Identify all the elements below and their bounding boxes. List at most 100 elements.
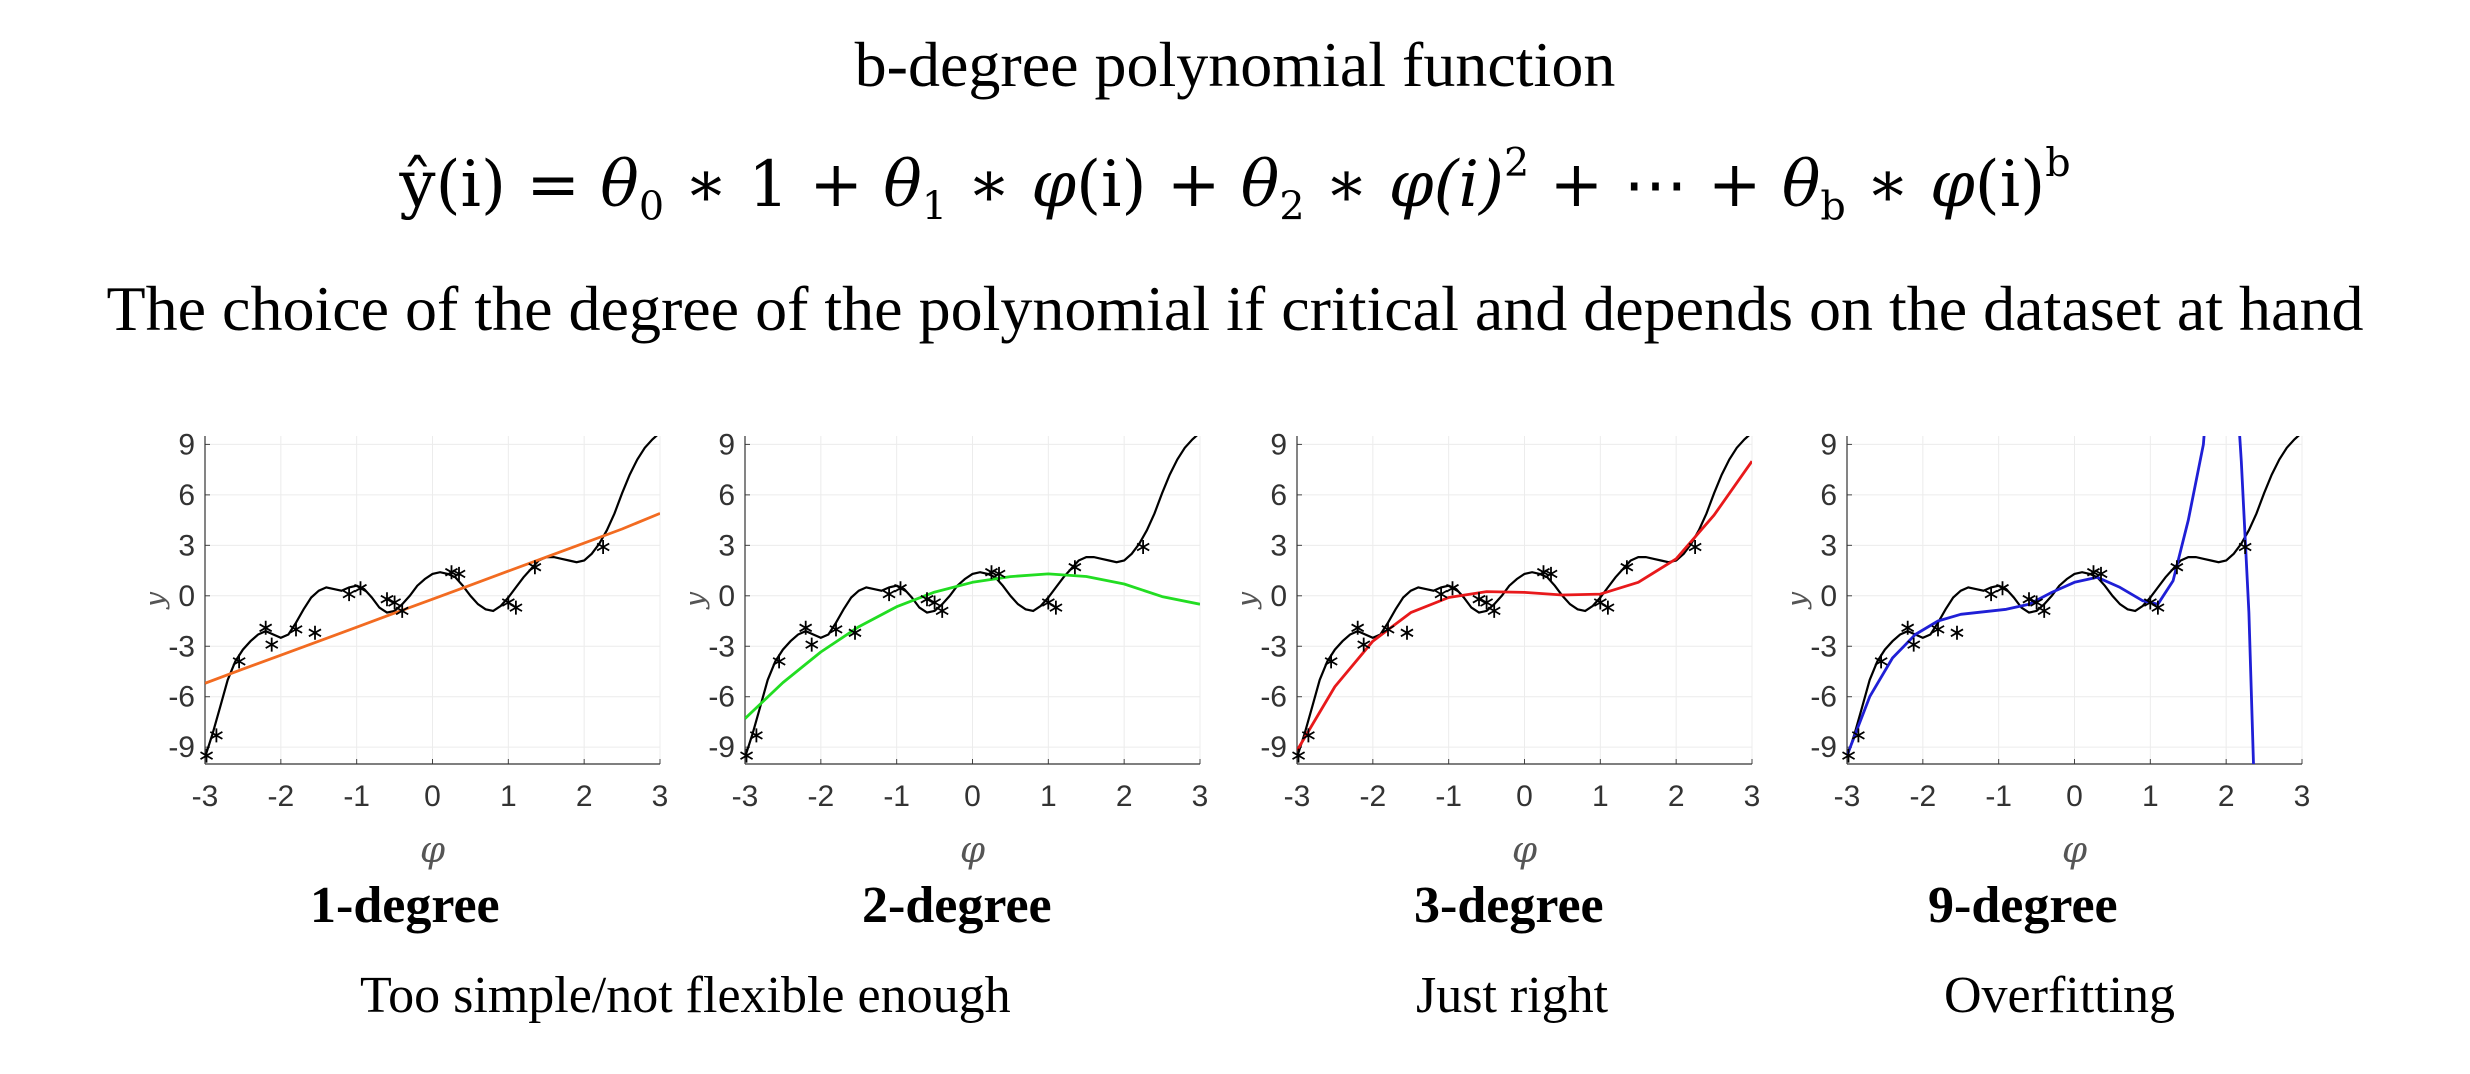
x-tick-label: 1 (1592, 780, 1609, 813)
x-tick-label: 1 (2142, 780, 2159, 813)
caption-2-degree: 2-degree (862, 877, 1052, 934)
x-tick-label: -1 (343, 780, 370, 813)
sample-point (380, 592, 394, 607)
sample-point (1907, 637, 1921, 652)
true-function-line (745, 436, 1198, 758)
formula-op: + (788, 147, 884, 222)
x-tick-label: -1 (1435, 780, 1462, 813)
sample-point (928, 595, 942, 610)
sample-point (509, 600, 523, 615)
formula-arg: (i) (1076, 147, 1147, 222)
sample-point (935, 603, 949, 618)
sample-point (1536, 565, 1550, 580)
formula-op: + (1687, 147, 1782, 222)
formula-op: + (1146, 147, 1241, 222)
sample-point (1381, 622, 1395, 637)
sample-point (1445, 581, 1459, 596)
x-tick-label: 2 (1116, 780, 1133, 813)
sample-point (2022, 592, 2036, 607)
verdict-overfitting: Overfitting (1944, 967, 2176, 1024)
sample-point (1842, 748, 1856, 763)
sample-point (2086, 565, 2100, 580)
fitted-polynomial-line (205, 512, 660, 685)
y-tick-label: 9 (1270, 428, 1287, 461)
y-tick-label: -3 (168, 630, 195, 663)
y-tick-label: -9 (168, 731, 195, 764)
y-tick-label: 0 (718, 580, 735, 613)
sample-point (1851, 728, 1865, 743)
sample-point (984, 565, 998, 580)
sample-point (1544, 566, 1558, 581)
sample-point (1480, 595, 1494, 610)
y-tick-label: 9 (1820, 428, 1837, 461)
x-tick-label: -3 (1284, 780, 1311, 813)
sample-point (444, 565, 458, 580)
x-tick-label: -3 (192, 780, 219, 813)
formula-sub-2: 2 (1279, 183, 1305, 230)
sample-point (265, 637, 279, 652)
sample-point (2037, 603, 2051, 618)
sample-point (1472, 592, 1486, 607)
formula-arg: (i) (1433, 147, 1504, 222)
x-axis-label: φ (1512, 830, 1538, 871)
sample-point (882, 587, 896, 602)
formula-theta-2: θ (1240, 147, 1280, 222)
sample-point (1950, 625, 1964, 640)
y-tick-label: -3 (1810, 630, 1837, 663)
sample-point (1688, 540, 1702, 554)
sample-point (1068, 560, 1082, 575)
formula-theta-0: θ (600, 147, 639, 222)
x-axis-label: φ (960, 830, 986, 871)
formula-op: ∗ (947, 147, 1032, 222)
x-tick-label: 1 (1040, 780, 1057, 813)
sample-point (388, 595, 402, 610)
formula-one: 1 (748, 147, 789, 222)
polynomial-formula: ŷ(i) = θ0 ∗ 1 + θ1 ∗ φ(i) + θ2 ∗ φ(i)2 +… (0, 140, 2470, 230)
formula-lhs: ŷ(i) = (399, 147, 601, 222)
formula-op: ∗ (1304, 147, 1389, 222)
formula-arg: (i) (1974, 147, 2046, 222)
x-tick-label: -1 (883, 780, 910, 813)
sample-point (452, 566, 466, 581)
formula-op: ∗ (1845, 147, 1930, 222)
sample-point (1049, 600, 1063, 615)
x-tick-label: 2 (576, 780, 593, 813)
y-axis-label: y (690, 590, 711, 610)
y-tick-label: -3 (1260, 630, 1287, 663)
fitted-polynomial-line (1847, 436, 2255, 764)
sample-point (1931, 622, 1945, 637)
sample-point (1901, 620, 1915, 635)
caption-9-degree: 9-degree (1928, 877, 2118, 934)
x-tick-label: -3 (732, 780, 759, 813)
plot-1-degree: -3 -2 -1 0 1 2 3 -9 -6 -3 0 3 6 9 φ y (136, 412, 680, 877)
x-tick-label: 1 (500, 780, 517, 813)
formula-theta-b: θ (1781, 147, 1821, 222)
y-axis-label: y (1242, 590, 1263, 610)
sample-point (200, 748, 214, 763)
sample-point (2030, 595, 2044, 610)
sample-point (596, 540, 610, 554)
sample-point (1351, 620, 1365, 635)
chart-svg: -3 -2 -1 0 1 2 3 -9 -6 -3 0 3 6 9 φ y (1228, 428, 1761, 871)
formula-op: + (1529, 147, 1624, 222)
sample-point (353, 581, 367, 596)
sample-point (1136, 540, 1150, 554)
x-tick-label: 0 (1516, 780, 1533, 813)
x-tick-label: 0 (964, 780, 981, 813)
sample-point (1434, 587, 1448, 602)
sample-point (1324, 654, 1338, 669)
plot-9-degree: -3 -2 -1 0 1 2 3 -9 -6 -3 0 3 6 9 φ y (1778, 412, 2322, 877)
sample-point (893, 581, 907, 596)
y-tick-label: -9 (1260, 731, 1287, 764)
x-tick-label: 0 (424, 780, 441, 813)
page-subtitle: The choice of the degree of the polynomi… (106, 273, 2364, 344)
x-tick-label: 3 (1744, 780, 1761, 813)
y-tick-label: 3 (718, 529, 735, 562)
sample-point (805, 637, 819, 652)
x-axis-label: φ (2062, 830, 2088, 871)
formula-phi: φ (1031, 147, 1077, 222)
sample-point (740, 748, 754, 763)
y-tick-label: 0 (1820, 580, 1837, 613)
true-function-line (1847, 436, 2300, 758)
y-tick-label: 6 (178, 479, 195, 512)
